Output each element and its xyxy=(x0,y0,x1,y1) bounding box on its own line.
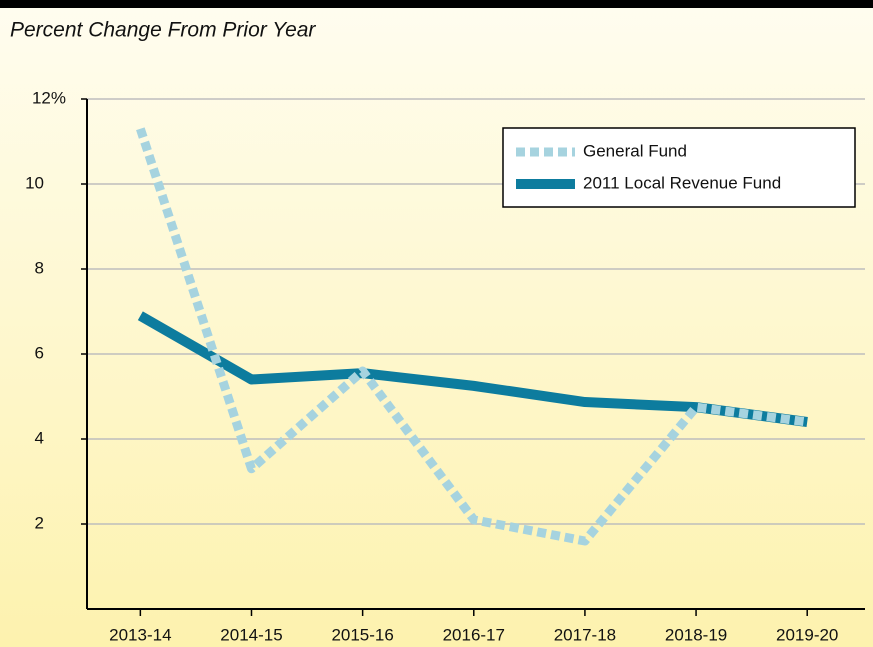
line-series xyxy=(136,127,808,546)
y-tick-label: 2 xyxy=(35,513,44,532)
top-bar xyxy=(0,0,873,8)
legend-label: General Fund xyxy=(583,141,687,160)
line-series xyxy=(137,311,808,427)
x-tick-label: 2013-14 xyxy=(109,625,171,644)
y-tick-label: 12% xyxy=(32,88,66,107)
x-tick-label: 2018-19 xyxy=(665,625,727,644)
x-tick-label: 2014-15 xyxy=(220,625,282,644)
y-tick-label: 4 xyxy=(35,428,44,447)
legend-label: 2011 Local Revenue Fund xyxy=(583,173,781,192)
x-tick-label: 2015-16 xyxy=(331,625,393,644)
x-tick-label: 2019-20 xyxy=(776,625,838,644)
y-tick-label: 6 xyxy=(35,343,44,362)
y-tick-label: 10 xyxy=(25,173,44,192)
y-tick-label: 8 xyxy=(35,258,44,277)
legend-box xyxy=(502,127,856,208)
chart-title: Percent Change From Prior Year xyxy=(10,19,316,42)
x-tick-label: 2017-18 xyxy=(554,625,616,644)
x-tick-label: 2016-17 xyxy=(443,625,505,644)
